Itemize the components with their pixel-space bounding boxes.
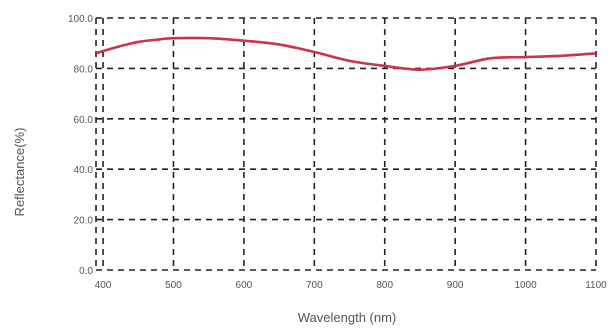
x-tick-label: 900 bbox=[447, 280, 464, 291]
y-tick-label: 60.0 bbox=[74, 115, 94, 126]
x-tick-label: 600 bbox=[236, 280, 253, 291]
x-axis-title: Wavelength (nm) bbox=[298, 310, 397, 325]
y-tick-label: 80.0 bbox=[74, 64, 94, 75]
y-axis-title: Reflectance(%) bbox=[12, 128, 27, 217]
y-tick-label: 100.0 bbox=[68, 14, 93, 25]
y-tick-label: 0.0 bbox=[79, 266, 93, 277]
y-tick-label: 20.0 bbox=[74, 216, 94, 227]
x-tick-label: 1100 bbox=[585, 280, 607, 291]
x-tick-label: 800 bbox=[376, 280, 393, 291]
tick-labels: 0.0 20.0 40.0 60.0 80.0 100.0 400 500 600 700 800 9… bbox=[68, 14, 607, 291]
reflectance-line bbox=[95, 36, 597, 71]
data-series bbox=[95, 36, 597, 71]
x-tick-label: 400 bbox=[95, 280, 112, 291]
y-tick-label: 40.0 bbox=[74, 165, 94, 176]
x-tick-label: 500 bbox=[165, 280, 182, 291]
x-tick-label: 700 bbox=[306, 280, 323, 291]
grid bbox=[95, 17, 597, 271]
x-tick-label: 1000 bbox=[514, 280, 537, 291]
